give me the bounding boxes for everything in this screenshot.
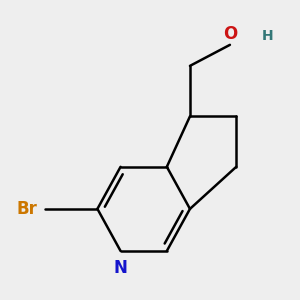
Text: H: H [262, 29, 273, 43]
Text: N: N [114, 259, 128, 277]
Text: O: O [223, 25, 237, 43]
Text: Br: Br [16, 200, 37, 218]
